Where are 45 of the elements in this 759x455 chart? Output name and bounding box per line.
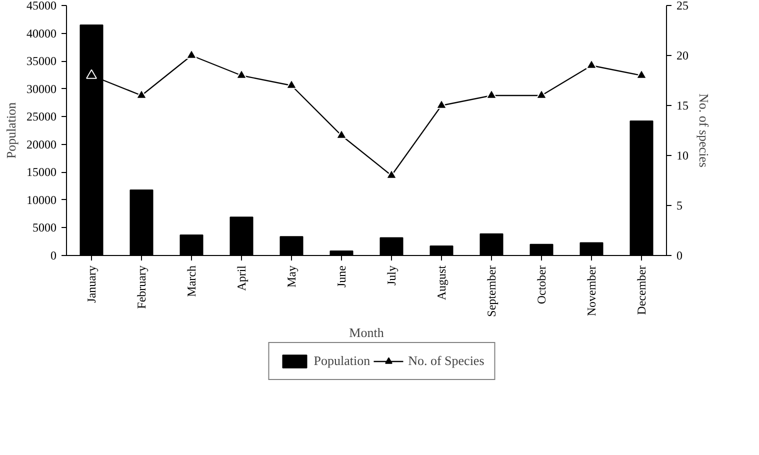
y2-tick-label: 10: [676, 148, 688, 162]
y-tick-label: 10000: [26, 192, 56, 207]
legend-label: No. of Species: [408, 353, 484, 369]
y-tick-label: 25000: [26, 110, 56, 124]
point: [336, 129, 347, 139]
point: [86, 69, 97, 79]
point: [486, 89, 497, 99]
point: [436, 99, 447, 109]
x-tick-label: February: [134, 265, 148, 309]
point: [386, 169, 397, 179]
x-tick-label: June: [334, 265, 348, 288]
x-axis-title: Month: [349, 324, 384, 340]
y-tick-label: 20000: [26, 137, 56, 152]
point: [136, 89, 147, 99]
x-tick-label: December: [634, 265, 648, 315]
x-tick-label: January: [84, 265, 98, 303]
y-tick-label: 40000: [26, 26, 56, 40]
y-tick-label: 30000: [26, 82, 56, 96]
point: [586, 59, 597, 69]
x-tick-label: May: [284, 265, 298, 288]
y-tick-label: 45000: [26, 0, 56, 12]
point: [636, 69, 647, 79]
x-tick-label: October: [534, 265, 548, 304]
x-tick-label: March: [184, 265, 198, 297]
y-tick-label: 5000: [32, 220, 56, 235]
y2-axis-title: No. of species: [696, 93, 712, 168]
y-axis-title: Population: [4, 102, 18, 159]
y-tick-label: 0: [50, 248, 56, 262]
y2-tick-label: 15: [676, 98, 688, 112]
point: [536, 89, 547, 99]
x-tick-label: November: [584, 265, 598, 316]
x-tick-label: April: [234, 264, 248, 291]
x-tick-label: September: [484, 265, 498, 317]
y-tick-label: 35000: [26, 54, 56, 68]
y2-tick-label: 20: [676, 48, 688, 62]
point: [286, 79, 297, 89]
x-tick-label: August: [434, 264, 448, 300]
legend-label: Population: [314, 353, 370, 369]
y2-tick-label: 25: [676, 0, 688, 12]
y-tick-label: 15000: [26, 165, 56, 180]
x-tick-label: July: [384, 265, 398, 286]
point: [236, 69, 247, 79]
y2-tick-label: 0: [676, 248, 682, 262]
y2-tick-label: 5: [676, 198, 682, 212]
point: [186, 49, 197, 59]
